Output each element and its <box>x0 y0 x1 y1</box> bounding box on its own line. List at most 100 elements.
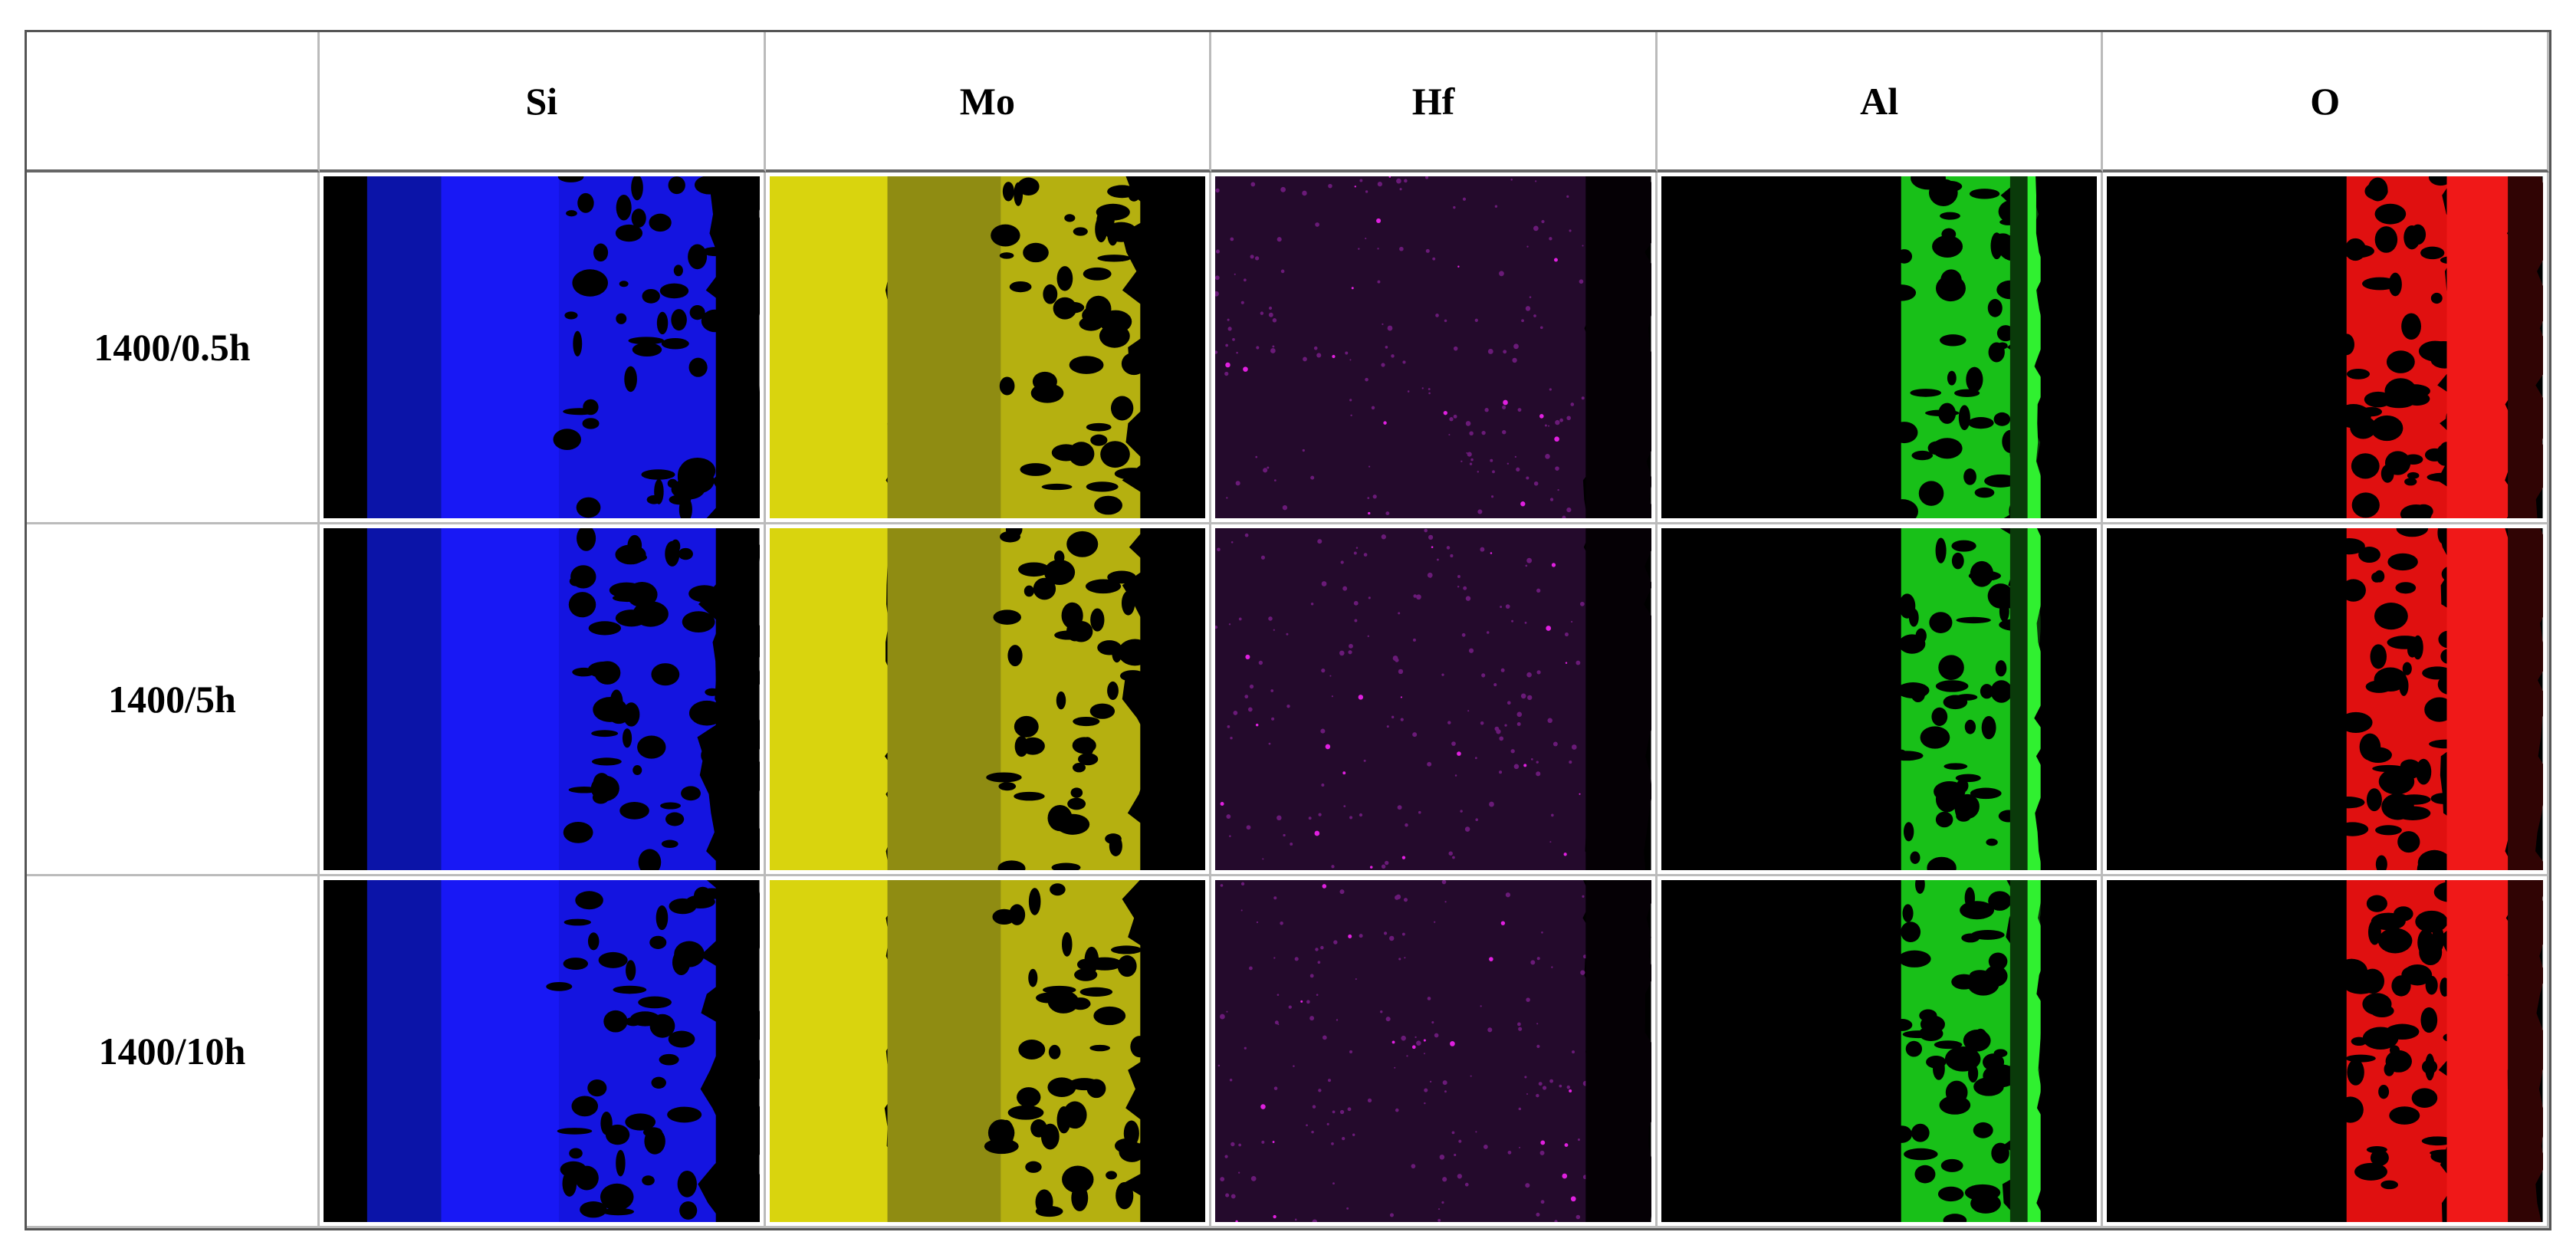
map-spot <box>2378 928 2413 954</box>
map-spot <box>1454 774 1457 777</box>
map-spot <box>2364 391 2393 408</box>
map-spot <box>1993 1049 2008 1058</box>
map-spot <box>1582 895 1585 898</box>
map-spot <box>2385 1050 2413 1073</box>
map-spot <box>1342 1136 1346 1141</box>
map-spot <box>1317 539 1322 544</box>
map-spot <box>1489 801 1495 807</box>
map-spot <box>1068 442 1094 466</box>
map-spot <box>1963 1030 1991 1052</box>
map-spot <box>1470 1075 1472 1077</box>
map-spot <box>1441 880 1447 885</box>
map-spot <box>1481 430 1486 435</box>
map-spot <box>1085 295 1112 323</box>
map-spot <box>668 1030 695 1048</box>
map-spot <box>1524 1076 1527 1079</box>
map-spot <box>1273 1214 1276 1219</box>
map-spot <box>1256 346 1260 350</box>
map-spot <box>1123 1120 1139 1147</box>
map-spot <box>1453 205 1456 209</box>
map-spot <box>1215 188 1220 193</box>
map-region <box>1661 528 1912 870</box>
map-spot <box>2396 528 2429 537</box>
map-spot <box>1466 452 1468 454</box>
map-spot <box>1315 222 1320 227</box>
map-spot <box>1243 366 1248 372</box>
map-spot <box>1562 1173 1568 1179</box>
map-spot <box>619 281 629 287</box>
map-spot <box>2362 993 2392 1016</box>
map-spot <box>1014 715 1039 738</box>
map-spot <box>1963 468 1976 485</box>
map-region <box>1139 176 1206 518</box>
map-spot <box>1536 1023 1539 1025</box>
map-image <box>1661 176 2098 518</box>
map-spot <box>1092 1006 1125 1026</box>
map-spot <box>1421 387 1424 389</box>
map-region <box>2107 176 2359 518</box>
map-spot <box>1990 232 2003 260</box>
map-spot <box>1481 673 1486 678</box>
map-spot <box>1235 1220 1238 1222</box>
map-spot <box>1401 696 1403 698</box>
map-spot <box>1452 856 1455 859</box>
map-spot <box>1475 757 1477 760</box>
map-spot <box>1461 632 1466 637</box>
map-spot <box>999 252 1014 259</box>
map-spot <box>1106 681 1119 700</box>
map-spot <box>1072 716 1099 727</box>
element-map <box>1657 172 2104 524</box>
map-region <box>769 176 899 518</box>
map-spot <box>1066 531 1098 557</box>
map-spot <box>1261 555 1266 560</box>
map-spot <box>1480 721 1484 725</box>
map-spot <box>1569 761 1572 764</box>
map-spot <box>1937 1186 1964 1202</box>
map-spot <box>1395 1108 1399 1112</box>
map-spot <box>591 757 622 766</box>
map-spot <box>566 210 577 217</box>
map-region <box>1661 880 1912 1222</box>
map-spot <box>1317 961 1321 964</box>
map-spot <box>1053 550 1065 564</box>
map-spot <box>1063 1101 1087 1129</box>
map-spot <box>1276 815 1282 821</box>
map-spot <box>1439 1154 1445 1160</box>
map-spot <box>1956 779 1969 793</box>
map-region <box>887 880 1015 1222</box>
map-spot <box>1220 1177 1225 1182</box>
map-spot <box>557 1128 593 1135</box>
map-spot <box>1002 182 1014 202</box>
map-spot <box>1119 1142 1145 1162</box>
map-spot <box>1371 406 1375 410</box>
map-spot <box>661 839 678 849</box>
map-image <box>1215 528 1651 870</box>
map-spot <box>2371 415 2404 442</box>
map-spot <box>1550 498 1554 501</box>
map-spot <box>1370 866 1373 869</box>
map-spot <box>1367 635 1370 638</box>
map-spot <box>1404 898 1408 902</box>
map-spot <box>1412 1045 1416 1050</box>
map-spot <box>1450 1041 1455 1046</box>
map-spot <box>1447 721 1451 724</box>
map-spot <box>1355 547 1359 549</box>
map-spot <box>1536 957 1540 961</box>
map-spot <box>1525 1183 1530 1188</box>
map-spot <box>1576 660 1581 665</box>
map-spot <box>1432 257 1436 261</box>
element-map <box>765 524 1212 876</box>
map-spot <box>1451 1131 1455 1135</box>
map-spot <box>1898 950 1931 968</box>
map-spot <box>1385 346 1388 349</box>
map-spot <box>631 209 646 228</box>
element-map <box>1657 524 2104 876</box>
map-spot <box>593 243 609 262</box>
map-spot <box>985 772 1022 783</box>
map-spot <box>1389 935 1395 941</box>
map-spot <box>1578 1138 1581 1142</box>
map-spot <box>1454 1153 1457 1157</box>
map-spot <box>1457 751 1461 756</box>
map-spot <box>1255 256 1260 261</box>
map-spot <box>1506 462 1510 465</box>
